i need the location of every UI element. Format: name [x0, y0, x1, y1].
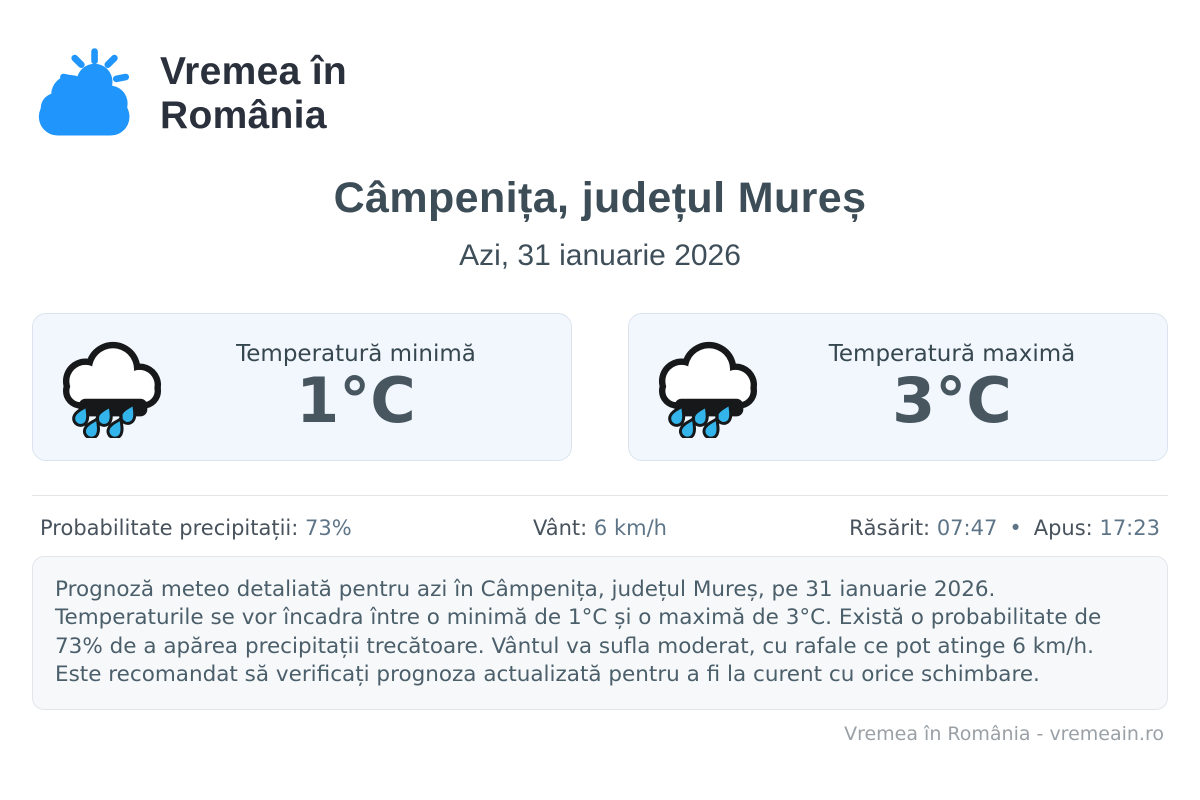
sunset-label: Apus:	[1033, 516, 1093, 540]
rain-cloud-icon	[43, 336, 181, 438]
page-title: Câmpenița, județul Mureș	[333, 174, 867, 222]
min-temperature-text: Temperatură minimă 1°C	[181, 341, 531, 432]
min-temperature-card: Temperatură minimă 1°C	[32, 313, 572, 461]
sun-cloud-icon	[36, 46, 138, 142]
temperature-cards: Temperatură minimă 1°C Temperatură maxim…	[32, 313, 1168, 461]
max-temperature-text: Temperatură maximă 3°C	[777, 341, 1127, 432]
sun-times-stat: Răsărit: 07:47 • Apus: 17:23	[787, 516, 1168, 540]
sunrise-value: 07:47	[936, 516, 998, 540]
divider	[32, 495, 1168, 496]
max-temperature-label: Temperatură maximă	[828, 341, 1076, 368]
precipitation-stat: Probabilitate precipitații: 73%	[32, 516, 413, 540]
wind-value: 6 km/h	[593, 516, 667, 540]
sunrise-label: Răsărit:	[849, 516, 931, 540]
rain-cloud-icon	[639, 336, 777, 438]
wind-stat: Vânt: 6 km/h	[413, 516, 786, 540]
stats-row: Probabilitate precipitații: 73% Vânt: 6 …	[32, 516, 1168, 540]
forecast-description: Prognoză meteo detaliată pentru azi în C…	[32, 556, 1168, 710]
page-subtitle: Azi, 31 ianuarie 2026	[459, 239, 741, 272]
max-temperature-card: Temperatură maximă 3°C	[628, 313, 1168, 461]
wind-label: Vânt:	[533, 516, 588, 540]
precipitation-label: Probabilitate precipitații:	[40, 516, 299, 540]
site-logo-text: Vremea în România	[160, 49, 347, 137]
footer-credit: Vremea în România - vremeain.ro	[844, 722, 1164, 745]
min-temperature-value: 1°C	[296, 364, 416, 438]
min-temperature-label: Temperatură minimă	[236, 341, 476, 368]
site-logo[interactable]: Vremea în România	[36, 46, 1168, 142]
max-temperature-value: 3°C	[892, 364, 1012, 438]
sunset-value: 17:23	[1099, 516, 1160, 540]
bullet-separator: •	[1009, 516, 1022, 540]
precipitation-value: 73%	[305, 516, 352, 540]
